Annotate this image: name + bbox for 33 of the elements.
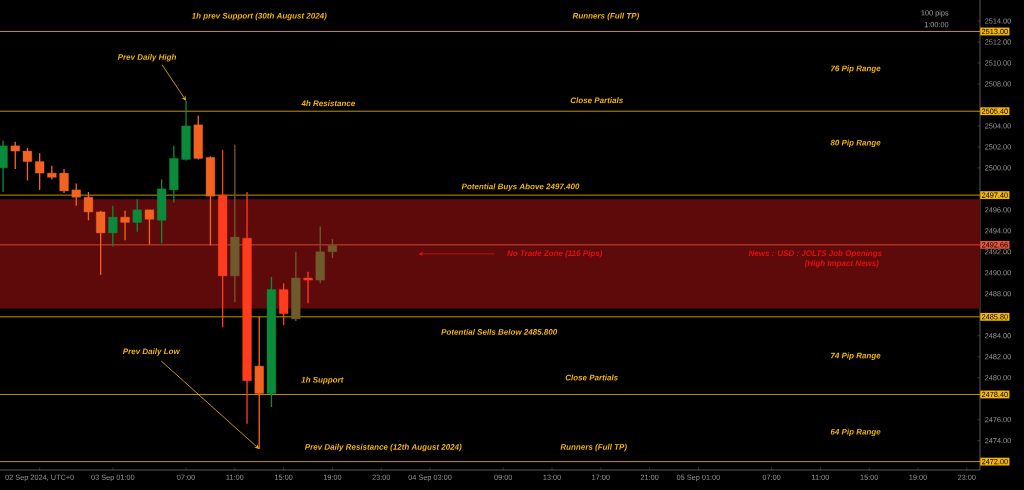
- candlestick: [35, 152, 45, 191]
- candlestick: [71, 182, 81, 207]
- candlestick: [83, 191, 94, 221]
- annotation: Close Partials: [570, 97, 623, 104]
- annotation: 76 Pip Range: [830, 65, 881, 73]
- band-label: No Trade Zone (116 Pips): [507, 250, 603, 258]
- candlestick: [327, 238, 338, 259]
- candlestick: [10, 140, 20, 170]
- annotation: Potential Sells Below 2485.800: [441, 328, 558, 335]
- annotation: 80 Pip Range: [830, 139, 881, 148]
- annotation: Prev Daily High: [117, 53, 177, 62]
- candlestick: [0, 139, 8, 193]
- candlestick: [120, 210, 130, 241]
- annotation: 74 Pip Range: [830, 352, 881, 360]
- annotation: Potential Buys Above 2497.400: [461, 183, 580, 191]
- annotation: Prev Daily Low: [122, 348, 181, 356]
- candlestick: [303, 271, 313, 304]
- annotation: (High Impact News): [804, 260, 879, 268]
- annotation: 1h prev Support (30th August 2024): [191, 12, 327, 21]
- candlestick: [132, 198, 142, 233]
- candlestick: [144, 209, 155, 246]
- annotation: Runners (Full TP): [572, 12, 639, 21]
- candlestick: [108, 204, 118, 248]
- candlestick: [96, 210, 106, 276]
- annotation: 4h Resistance: [301, 100, 356, 107]
- annotation: 1h Support: [301, 376, 344, 385]
- annotation: News : USD : JOLTS Job Openings: [748, 250, 882, 258]
- annotation: Prev Daily Resistance (12th August 2024): [304, 443, 462, 452]
- candlestick: [22, 147, 33, 182]
- annotation: Close Partials: [565, 374, 618, 381]
- annotation: 64 Pip Range: [830, 428, 881, 437]
- candlestick: [59, 168, 69, 194]
- annotation: Runners (Full TP): [560, 443, 627, 452]
